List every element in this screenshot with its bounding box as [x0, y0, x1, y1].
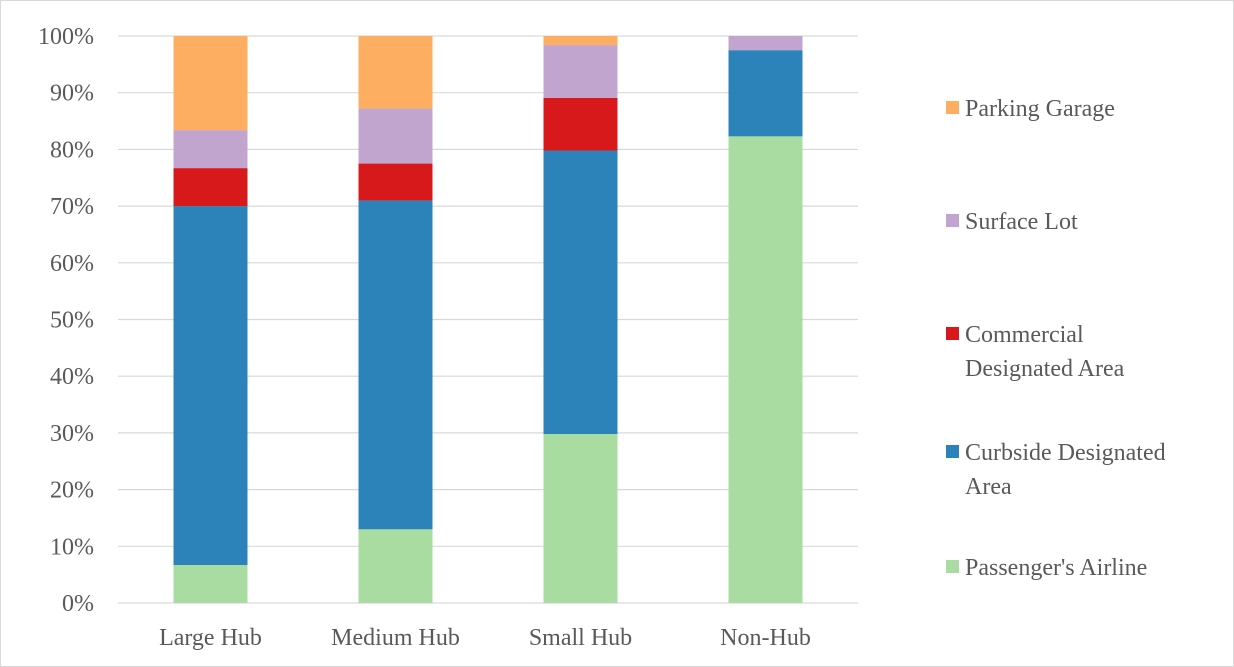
- bar-segment: [543, 36, 618, 46]
- legend-label: Parking Garage: [965, 96, 1115, 122]
- legend-swatch: [946, 445, 959, 458]
- legend: Parking Garage Surface Lot Commercial Desig…: [946, 96, 1166, 581]
- y-tick-label: 90%: [50, 81, 94, 107]
- legend-label: Commercial: [965, 322, 1084, 348]
- legend-item: Passenger's Airline: [946, 555, 1147, 581]
- x-tick-label: Non-Hub: [720, 625, 811, 651]
- bar-segment: [173, 206, 248, 566]
- bar-segment: [543, 150, 618, 435]
- legend-label: Passenger's Airline: [965, 555, 1147, 581]
- legend-item: Parking Garage: [946, 96, 1115, 122]
- legend-item: Commercial Designated Area: [946, 322, 1125, 382]
- bar-segment: [543, 434, 618, 603]
- y-tick-label: 40%: [50, 364, 94, 390]
- legend-swatch: [946, 327, 959, 340]
- legend-label: Curbside Designated: [965, 440, 1166, 466]
- legend-item: Curbside Designated Area: [946, 440, 1166, 500]
- y-tick-label: 0%: [62, 591, 94, 617]
- bar-segment: [358, 36, 433, 109]
- y-tick-label: 100%: [38, 24, 94, 50]
- axes: 0% 10% 20% 30% 40% 50% 60% 70% 80% 90% 100% Large H…: [38, 24, 811, 651]
- y-tick-label: 50%: [50, 308, 94, 334]
- legend-swatch: [946, 214, 959, 227]
- y-tick-label: 80%: [50, 137, 94, 163]
- legend-swatch: [946, 560, 959, 573]
- y-tick-label: 70%: [50, 194, 94, 220]
- bar-segment: [173, 130, 248, 169]
- x-tick-label: Small Hub: [529, 625, 632, 651]
- y-tick-label: 30%: [50, 421, 94, 447]
- bar-segment: [173, 36, 248, 131]
- bars: [173, 36, 803, 603]
- legend-swatch: [946, 101, 959, 114]
- bar-segment: [728, 36, 803, 51]
- legend-item: Surface Lot: [946, 209, 1078, 235]
- bar-segment: [728, 136, 803, 603]
- bar-segment: [358, 200, 433, 530]
- bar-segment: [543, 45, 618, 98]
- x-tick-label: Medium Hub: [331, 625, 460, 651]
- bar-segment: [358, 163, 433, 201]
- bar-segment: [173, 168, 248, 207]
- bar-segment: [543, 97, 618, 151]
- legend-label: Designated Area: [965, 356, 1125, 382]
- x-tick-label: Large Hub: [159, 625, 262, 651]
- y-tick-label: 10%: [50, 534, 94, 560]
- bar-segment: [728, 50, 803, 137]
- legend-label: Area: [965, 474, 1012, 500]
- y-tick-label: 60%: [50, 251, 94, 277]
- bar-segment: [358, 529, 433, 603]
- bar-segment: [173, 565, 248, 603]
- y-tick-label: 20%: [50, 478, 94, 504]
- legend-label: Surface Lot: [965, 209, 1078, 235]
- bar-segment: [358, 108, 433, 164]
